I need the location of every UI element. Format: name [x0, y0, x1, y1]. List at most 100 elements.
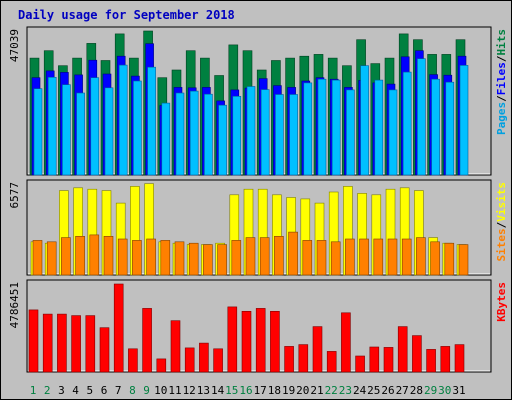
x-axis-labels: 1 2 3 4 5 6 7 8 9 10 11 12 13 14 15 16 17 18 19 20 21 22 23 24 2… [30, 384, 466, 397]
day-label: 15 [225, 384, 238, 397]
visits-max-label: 6577 [8, 182, 21, 209]
kbytes-max-label: 4786451 [8, 282, 21, 328]
kbytes-kbytes-bar [170, 320, 181, 373]
visits-sites-bar [146, 238, 156, 276]
day-label: 6 [101, 384, 108, 397]
day-label: 29 [424, 384, 437, 397]
y-label-part: Files [495, 62, 508, 95]
hits-pages-bar [260, 89, 270, 176]
hits-pages-bar [360, 65, 369, 176]
day-label: 7 [115, 384, 122, 397]
kbytes-kbytes-bar [312, 326, 323, 373]
day-label: 8 [129, 384, 136, 397]
kbytes-kbytes-bar [355, 355, 365, 373]
day-label: 17 [254, 384, 267, 397]
visits-sites-bar [188, 242, 199, 276]
visits-sites-bar [274, 236, 284, 276]
hits-pages-bar [303, 82, 313, 176]
visits-sites-bar [89, 234, 100, 276]
hits-pages-bar [118, 64, 128, 176]
day-label: 25 [367, 384, 380, 397]
visits-sites-bar [160, 240, 171, 276]
visits-sites-bar [174, 241, 185, 276]
visits-sites-bar [217, 244, 227, 276]
hits-pages-bar [431, 78, 440, 176]
day-label: 13 [197, 384, 210, 397]
kbytes-kbytes-bar [255, 308, 266, 373]
day-label: 1 [30, 384, 37, 397]
hits-pages-bar [246, 86, 256, 176]
day-label: 2 [44, 384, 51, 397]
y-label-part: / [495, 55, 508, 62]
hits-pages-bar [189, 90, 199, 176]
hits-pages-bar [374, 79, 384, 176]
hits-pages-bar [331, 79, 341, 176]
hits-pages-bar [62, 84, 71, 176]
kbytes-y-label: KBytes [495, 282, 508, 322]
visits-sites-bar [430, 241, 440, 276]
kbytes-kbytes-bar [369, 346, 380, 373]
visits-sites-bar [288, 231, 298, 276]
hits-pages-bar [346, 89, 355, 176]
kbytes-kbytes-bar [397, 326, 408, 373]
hits-pages-bar [417, 58, 426, 176]
kbytes-kbytes-bar [142, 308, 152, 373]
day-label: 18 [268, 384, 281, 397]
kbytes-kbytes-bar [99, 327, 110, 373]
visits-sites-bar [330, 241, 341, 276]
visits-sites-bar [117, 238, 128, 276]
visits-bars [30, 183, 469, 276]
day-label: 9 [143, 384, 150, 397]
hits-pages-bar [175, 92, 185, 176]
kbytes-kbytes-bar [241, 310, 252, 373]
y-label-part: Hits [495, 29, 508, 56]
kbytes-kbytes-bar [57, 313, 67, 373]
y-label-part: / [495, 95, 508, 102]
day-label: 22 [325, 384, 338, 397]
day-label: 27 [396, 384, 409, 397]
kbytes-kbytes-bar [184, 347, 195, 373]
day-label: 14 [211, 384, 225, 397]
visits-sites-bar [302, 240, 313, 276]
kbytes-kbytes-bar [42, 313, 53, 373]
kbytes-kbytes-bar [199, 342, 209, 373]
hits-pages-bar [275, 94, 284, 176]
visits-sites-bar [458, 244, 469, 276]
hits-bars [29, 30, 469, 176]
kbytes-kbytes-bar [227, 306, 238, 373]
hits-pages-bar [104, 87, 114, 176]
panel-visits: 6577 Sites/Visits [8, 179, 508, 276]
kbytes-kbytes-bar [412, 335, 422, 373]
visits-sites-bar [345, 238, 355, 276]
kbytes-kbytes-bar [383, 347, 394, 373]
kbytes-kbytes-bar [28, 309, 39, 373]
visits-sites-bar [46, 241, 57, 276]
visits-sites-bar [203, 244, 213, 276]
hits-pages-bar [33, 88, 43, 176]
day-label: 5 [86, 384, 93, 397]
y-label-part: Pages [495, 102, 508, 135]
hits-pages-bar [218, 104, 227, 176]
visits-sites-bar [359, 238, 369, 276]
kbytes-kbytes-bar [326, 351, 337, 373]
kbytes-kbytes-bar [213, 348, 223, 373]
visits-sites-bar [401, 238, 412, 276]
y-label-part: Visits [495, 182, 508, 222]
kbytes-kbytes-bar [156, 358, 167, 373]
day-label: 20 [296, 384, 309, 397]
kbytes-kbytes-bar [454, 344, 465, 373]
hits-pages-bar [47, 77, 57, 176]
hits-pages-bar [317, 78, 327, 176]
kbytes-kbytes-bar [113, 283, 124, 373]
visits-sites-bar [132, 240, 142, 276]
day-label: 26 [381, 384, 394, 397]
day-label: 28 [410, 384, 423, 397]
kbytes-kbytes-bar [85, 315, 96, 373]
visits-sites-bar [61, 237, 71, 276]
day-label: 10 [154, 384, 167, 397]
y-label-part: Sites [495, 228, 508, 261]
hits-pages-bar [161, 102, 171, 176]
